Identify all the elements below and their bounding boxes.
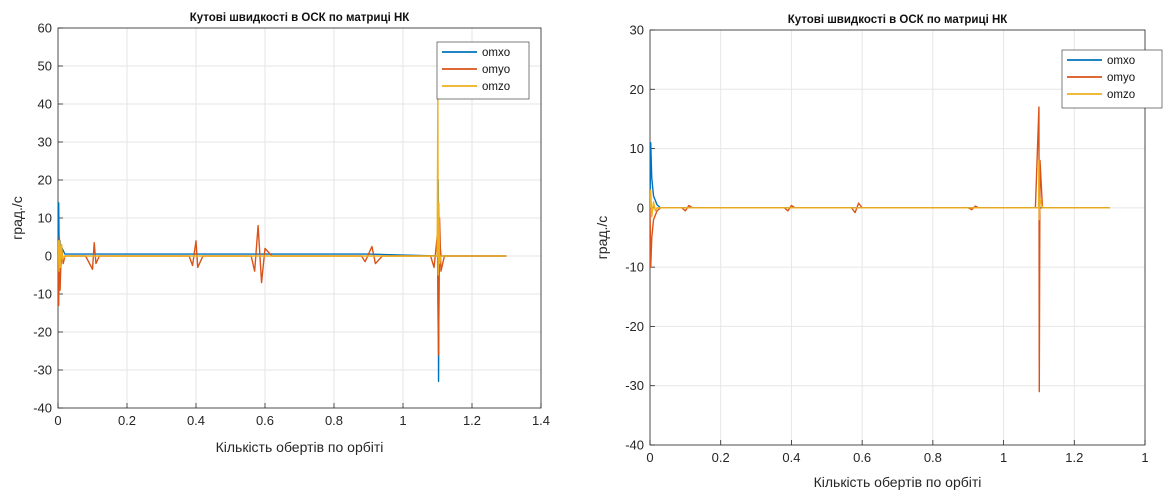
legend-label-omxo: omxo (482, 47, 510, 59)
y-tick-label: -30 (33, 363, 52, 378)
y-tick-label: 30 (38, 135, 52, 150)
y-tick-label: 60 (38, 21, 52, 36)
y-tick-label: 10 (630, 141, 644, 156)
y-axis-label: град./с (594, 216, 610, 260)
x-tick-label: 1.2 (463, 413, 481, 428)
x-tick-label: 1 (1000, 450, 1007, 465)
x-tick-label: 0.8 (924, 450, 942, 465)
x-tick-label: 0.6 (853, 450, 871, 465)
x-tick-label: 0 (54, 413, 61, 428)
x-tick-label: 0.2 (118, 413, 136, 428)
x-tick-label: 0 (646, 450, 653, 465)
y-tick-label: 20 (38, 173, 52, 188)
y-tick-label: 40 (38, 97, 52, 112)
legend-label-omzo: omzo (1107, 89, 1135, 101)
x-tick-label: 0.4 (782, 450, 800, 465)
legend-label-omxo: omxo (1107, 55, 1135, 67)
x-tick-label: 1.4 (532, 413, 550, 428)
x-tick-label: 1 (1141, 450, 1148, 465)
right-chart: 0 0.2 0.4 0.6 0.8 1 1.2 1 -40 -30 -20 -10 0 10 20 30 Кут… (594, 14, 1163, 490)
y-tick-label: 0 (637, 200, 644, 215)
x-tick-label: 0.4 (187, 413, 205, 428)
x-tick-label: 0.8 (325, 413, 343, 428)
legend-label-omyo: omyo (1107, 72, 1135, 84)
y-tick-label: -20 (33, 325, 52, 340)
y-tick-label: -40 (625, 438, 644, 453)
left-chart: 0 0.2 0.4 0.6 0.8 1 1.2 1.4 -40 -30 -20 -10 0 10 20 30 4… (9, 12, 550, 455)
y-tick-label: -30 (625, 378, 644, 393)
series-line-omzo (58, 91, 507, 276)
x-tick-label: 1.2 (1065, 450, 1083, 465)
y-tick-label: 30 (630, 23, 644, 38)
x-tick-label: 0.2 (712, 450, 730, 465)
y-tick-label: -10 (33, 287, 52, 302)
y-tick-label: 50 (38, 59, 52, 74)
legend-label-omyo: omyo (482, 64, 510, 76)
y-tick-label: -10 (625, 260, 644, 275)
y-tick-label: -20 (625, 319, 644, 334)
series-line-omzo (650, 159, 1110, 221)
x-axis-label: Кількість обертів по орбіті (814, 474, 982, 490)
x-axis-label: Кількість обертів по орбіті (216, 439, 384, 455)
y-tick-label: 10 (38, 211, 52, 226)
legend-label-omzo: omzo (482, 81, 510, 93)
y-tick-label: 20 (630, 82, 644, 97)
chart-title: Кутові швидкості в ОСК по матриці НК (788, 14, 1009, 26)
y-tick-label: 0 (45, 249, 52, 264)
x-tick-label: 0.6 (256, 413, 274, 428)
y-tick-label: -40 (33, 401, 52, 416)
y-axis-label: град./с (9, 196, 25, 240)
x-tick-label: 1 (399, 413, 406, 428)
chart-title: Кутові швидкості в ОСК по матриці НК (190, 12, 411, 24)
